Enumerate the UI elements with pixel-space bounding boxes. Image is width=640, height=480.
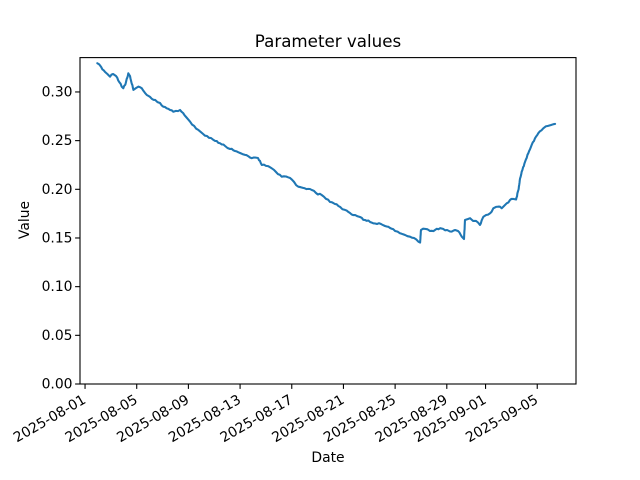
axes-spines [79,57,577,385]
y-axis-label: Value [17,200,33,240]
x-axis-label: Date [311,450,345,466]
y-tick-label: 0.10 [42,279,73,295]
y-tick-label: 0.00 [42,377,73,393]
chart-title: Parameter values [254,31,402,51]
y-tick-label: 0.20 [42,182,73,198]
y-tick-label: 0.30 [42,84,73,100]
series-line [96,62,557,244]
y-tick-label: 0.05 [42,328,73,344]
y-tick-label: 0.25 [42,133,73,149]
y-tick-label: 0.15 [42,230,73,246]
